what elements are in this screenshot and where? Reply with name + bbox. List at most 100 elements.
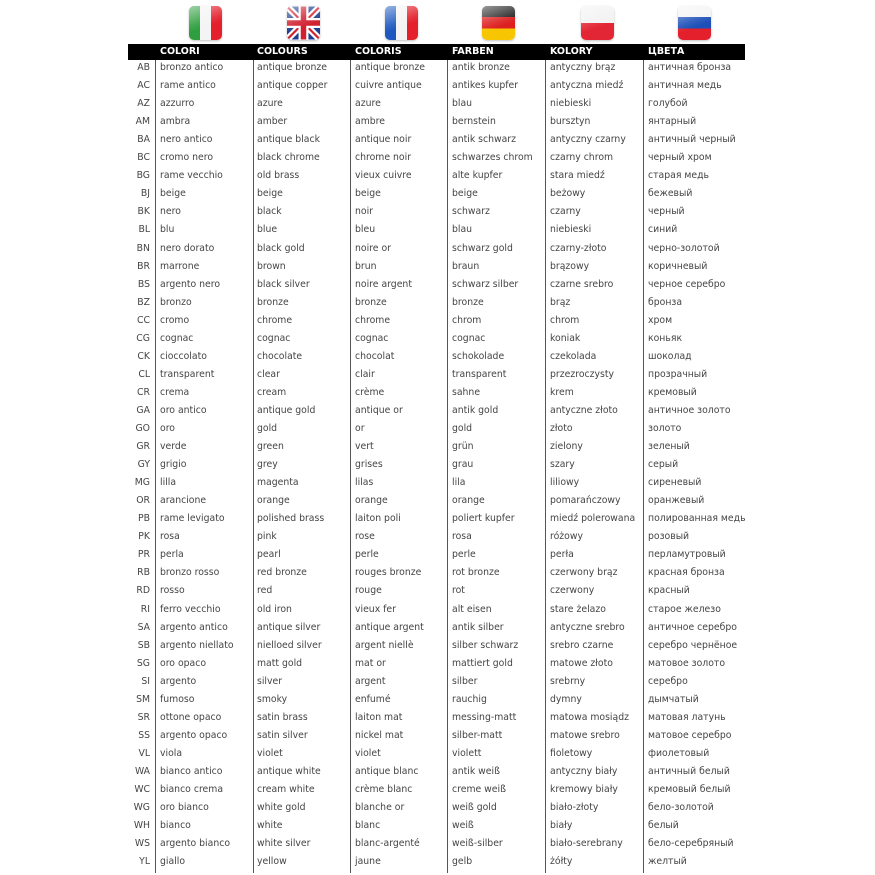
color-name: old brass <box>257 170 300 182</box>
color-name: бело-золотой <box>648 802 714 814</box>
color-name: czarne srebro <box>550 278 614 290</box>
color-code: PR <box>137 549 150 561</box>
color-name: grey <box>257 459 278 471</box>
color-name: grises <box>355 459 383 471</box>
color-name: weiß gold <box>452 802 497 814</box>
color-name: chrome noir <box>355 152 412 164</box>
color-name: матовая латунь <box>648 711 726 723</box>
color-name: beżowy <box>550 188 586 200</box>
color-code: BL <box>138 224 150 236</box>
color-name: grigio <box>160 459 187 471</box>
color-name: lilas <box>355 477 374 489</box>
color-name: янтарный <box>648 116 697 128</box>
color-name: antique bronze <box>355 62 425 73</box>
column-header: FARBEN <box>452 46 494 57</box>
color-name: rot bronze <box>452 567 500 579</box>
color-name: creme weiß <box>452 784 506 795</box>
color-name: violet <box>355 747 381 759</box>
color-name: silber <box>452 675 478 687</box>
color-name: ottone opaco <box>160 711 222 723</box>
color-name: oro bianco <box>160 802 209 814</box>
color-name: серебро чернёное <box>648 639 738 651</box>
color-name: black <box>257 206 282 218</box>
color-name: bronzo rosso <box>160 567 220 579</box>
color-name: черно-золотой <box>648 242 720 254</box>
color-code: BZ <box>137 296 150 308</box>
color-name: серебро <box>648 675 688 687</box>
color-name: czarny chrom <box>550 152 614 164</box>
color-name: orange <box>355 495 388 507</box>
color-name: желтый <box>648 856 687 868</box>
color-name: nickel mat <box>355 729 404 741</box>
color-name: chrome <box>257 314 293 326</box>
color-name: rosso <box>160 585 185 597</box>
color-name: antik bronze <box>452 62 510 73</box>
color-name: blu <box>160 224 175 236</box>
color-name: white <box>257 820 283 832</box>
color-name: matt gold <box>257 657 303 669</box>
color-name: cromo <box>160 314 190 326</box>
color-name: blue <box>257 224 278 236</box>
color-name: antik silber <box>452 621 504 633</box>
color-name: messing-matt <box>452 711 517 723</box>
color-name: schwarz silber <box>452 278 519 290</box>
color-name: oro antico <box>160 404 207 416</box>
color-name: noire or <box>355 242 391 254</box>
color-name: czarny-złoto <box>550 242 607 254</box>
color-name: старое железо <box>648 603 721 615</box>
color-name: черный хром <box>648 152 712 164</box>
color-name: perle <box>355 549 379 561</box>
color-name: old iron <box>257 603 292 615</box>
color-code: VL <box>138 747 150 759</box>
color-name: pomarańczowy <box>550 495 621 507</box>
color-name: белый <box>648 820 679 832</box>
color-name: silber schwarz <box>452 639 519 651</box>
color-name: bronze <box>355 296 387 308</box>
color-name: antik weiß <box>452 765 500 777</box>
color-name: оранжевый <box>648 495 705 507</box>
color-name: clair <box>355 368 375 380</box>
color-name: antique copper <box>257 80 328 92</box>
color-name: прозрачный <box>648 368 708 380</box>
color-name: schwarz <box>452 206 490 218</box>
color-name: cream <box>257 386 287 398</box>
color-name: kremowy biały <box>550 784 618 795</box>
color-name: antik gold <box>452 404 499 416</box>
color-name: transparent <box>160 368 215 380</box>
color-name: stare żelazo <box>550 603 606 615</box>
color-name: бело-серебряный <box>648 838 734 850</box>
color-code: SI <box>141 675 150 687</box>
column-divider <box>253 60 254 873</box>
color-code: MG <box>134 477 150 489</box>
column-header: KOLORY <box>550 46 593 57</box>
color-name: beige <box>257 188 283 200</box>
color-name: черное серебро <box>648 278 726 290</box>
color-name: violet <box>257 747 283 759</box>
color-name: biały <box>550 820 573 832</box>
color-name: gold <box>452 423 473 434</box>
color-name: серый <box>648 459 679 471</box>
italy-flag <box>189 6 222 40</box>
color-name: argento niellato <box>160 639 234 651</box>
color-name: зеленый <box>648 441 690 453</box>
color-name: argento bianco <box>160 838 231 850</box>
header-bar <box>128 44 745 60</box>
color-code: OR <box>136 495 150 507</box>
color-name: magenta <box>257 477 299 489</box>
color-name: antyczny brąz <box>550 62 616 73</box>
color-name: старая медь <box>648 170 710 182</box>
color-name: argento <box>160 675 197 687</box>
color-name: rouge <box>355 585 382 597</box>
color-name: liliowy <box>550 477 580 489</box>
color-name: szary <box>550 459 575 471</box>
color-name: laiton mat <box>355 711 403 723</box>
color-name: античный черный <box>648 134 736 146</box>
color-name: gold <box>257 423 278 434</box>
color-name: gelb <box>452 856 473 868</box>
color-code: RI <box>140 603 150 615</box>
color-name: smoky <box>257 693 288 705</box>
uk-flag <box>287 6 320 40</box>
color-name: полированная медь <box>648 513 746 525</box>
color-name: azzurro <box>160 98 195 110</box>
color-name: antique silver <box>257 621 321 633</box>
